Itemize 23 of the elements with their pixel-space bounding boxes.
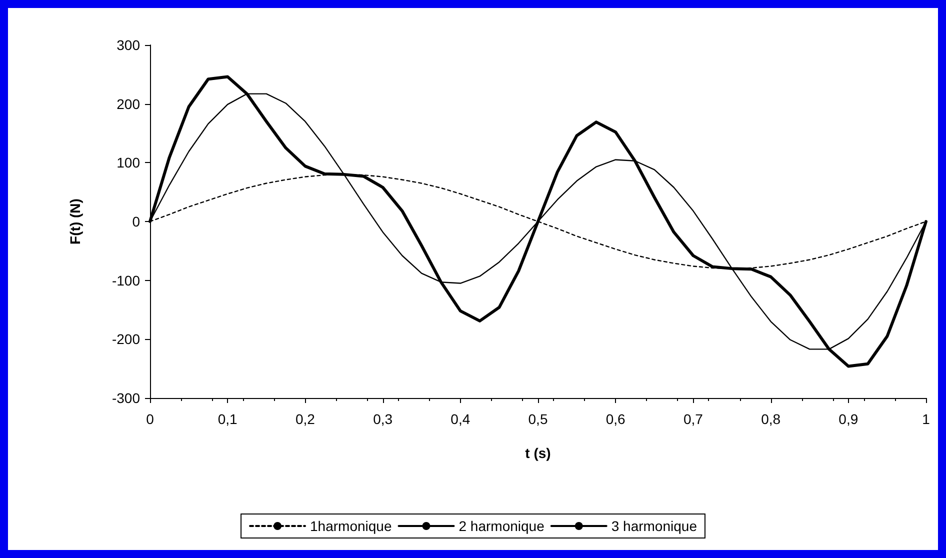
- y-tick-label: 200: [116, 96, 140, 112]
- y-tick-label: 300: [116, 37, 140, 53]
- y-tick-label: -200: [112, 331, 140, 348]
- y-tick-label: -300: [112, 390, 140, 406]
- y-tick-label: 100: [116, 154, 140, 171]
- x-tick-label: 0,1: [218, 411, 238, 427]
- legend-label: 3 harmonique: [611, 518, 698, 534]
- x-axis-title: t (s): [525, 445, 551, 461]
- x-tick-label: 1: [922, 411, 930, 427]
- x-tick-label: 0,7: [683, 411, 704, 427]
- x-tick-label: 0,2: [295, 411, 316, 427]
- y-tick-label: 0: [132, 214, 140, 230]
- x-tick-label: 0,8: [761, 411, 781, 427]
- legend-label: 1harmonique: [310, 518, 392, 534]
- x-tick-label: 0,6: [606, 411, 626, 427]
- y-tick-label: -100: [112, 272, 140, 288]
- x-tick-label: 0: [146, 411, 154, 427]
- legend-label: 2 harmonique: [458, 518, 545, 534]
- x-tick-label: 0,3: [373, 411, 393, 427]
- y-axis-title: F(t) (N): [67, 198, 83, 244]
- x-tick-label: 0,9: [838, 411, 858, 427]
- x-tick-label: 0,4: [450, 411, 470, 427]
- x-tick-label: 0,5: [528, 411, 548, 427]
